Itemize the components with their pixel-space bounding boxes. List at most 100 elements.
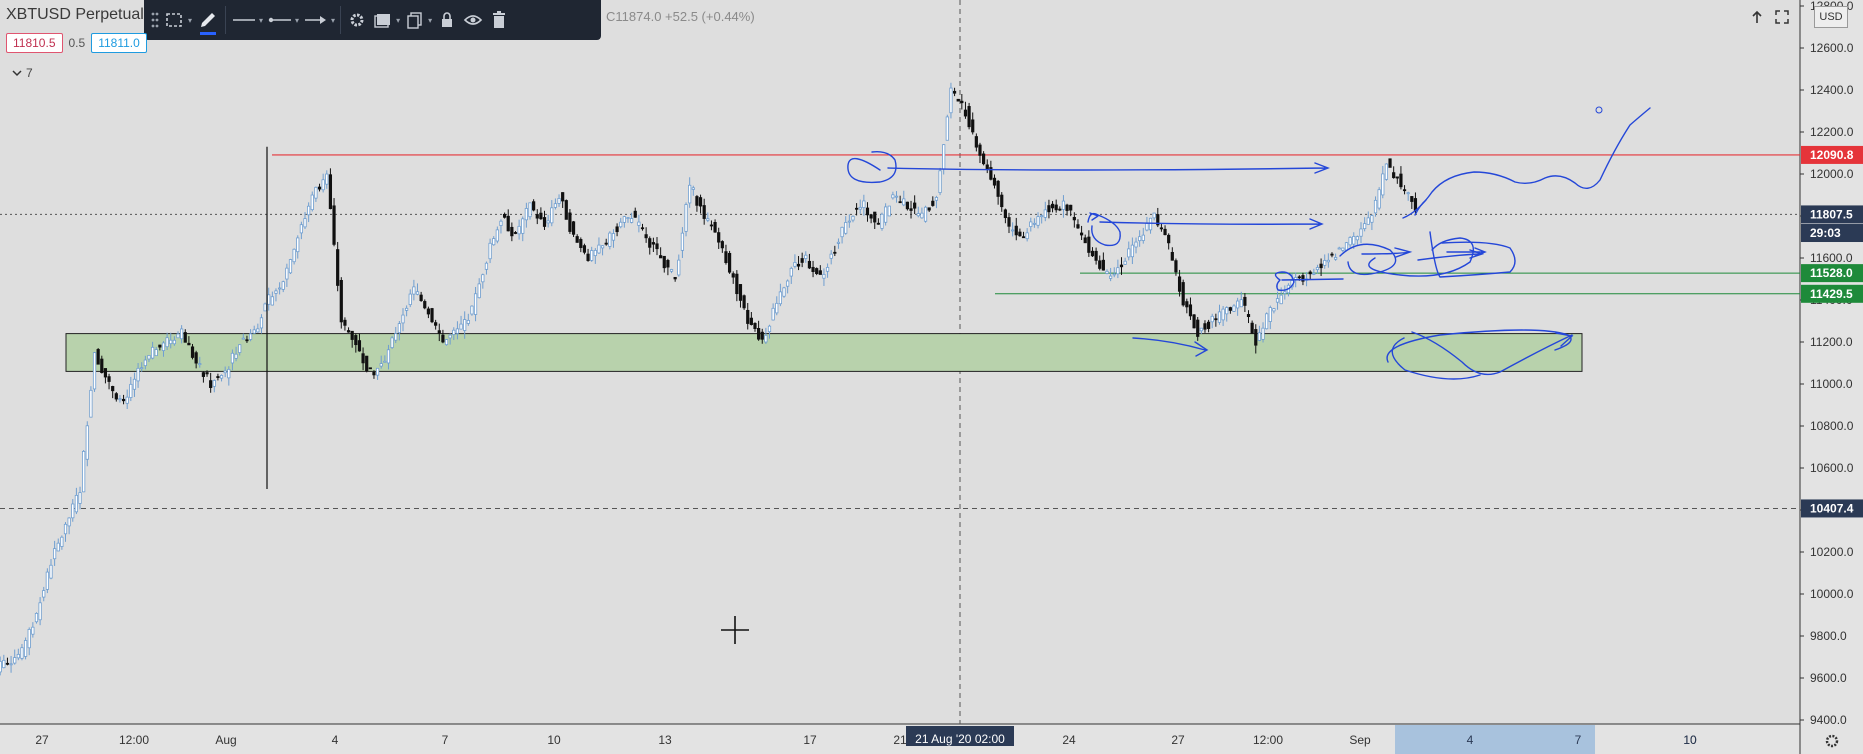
delete-button[interactable] (488, 3, 510, 37)
candle-body (553, 203, 558, 208)
candle-body (659, 255, 663, 259)
candle-body (1272, 308, 1276, 312)
candle-body (121, 398, 126, 402)
candle-body (9, 663, 13, 666)
candle-body (390, 337, 394, 348)
scroll-up-button[interactable] (1748, 8, 1766, 26)
price-tick-label: 10000.0 (1810, 587, 1854, 601)
buy-price-button[interactable]: 11811.0 (91, 33, 147, 53)
candle-body (1413, 198, 1418, 211)
candle-body (107, 376, 111, 382)
candle-body (1134, 241, 1138, 248)
candle-body (292, 248, 296, 263)
candle-body (651, 242, 655, 245)
clone-button[interactable]: ▾ (404, 3, 432, 37)
candle-body (212, 380, 216, 387)
pencil-button[interactable] (196, 3, 220, 37)
candle-body (444, 339, 449, 346)
candle-body (905, 201, 910, 210)
candle-body (1021, 236, 1026, 239)
candle-body (96, 349, 100, 365)
price-axis-background (1800, 0, 1863, 754)
annotation-endpoint (1595, 106, 1603, 114)
indicator-collapse-toggle[interactable]: 7 (12, 66, 33, 80)
candle-body (263, 303, 267, 312)
candle-body (967, 106, 971, 128)
visibility-button[interactable] (462, 3, 484, 37)
time-tick-label: 7 (1575, 733, 1582, 747)
annotation-drawing (1411, 331, 1574, 376)
lock-icon (442, 12, 453, 27)
candle-body (615, 226, 619, 233)
candle-body (285, 267, 289, 280)
settings-button[interactable] (346, 3, 368, 37)
candle-body (248, 333, 253, 340)
candle-body (666, 260, 670, 268)
candle-body (1000, 194, 1004, 208)
candle-body (419, 294, 423, 302)
quote-panel: 11810.5 0.5 11811.0 (6, 33, 147, 53)
candle-body (1014, 225, 1018, 236)
candle-body (361, 353, 365, 364)
candle-body (187, 342, 191, 346)
annotation-drawing (1087, 212, 1121, 247)
candle-body (325, 173, 329, 185)
candle-body (357, 340, 362, 352)
symbol-title[interactable]: XBTUSD Perpetual (6, 6, 144, 23)
candle-body (840, 226, 844, 238)
select-rect-button[interactable]: ▾ (164, 3, 192, 37)
candle-body (1232, 305, 1236, 312)
candle-body (891, 194, 895, 199)
candle-body (873, 211, 877, 223)
annotation-drawing (1099, 218, 1324, 230)
candle-body (1036, 216, 1040, 226)
candle-body (1029, 221, 1033, 227)
sell-price-button[interactable]: 11810.5 (6, 33, 63, 53)
line-style-button[interactable]: ▾ (231, 3, 263, 37)
fullscreen-icon (1775, 10, 1789, 24)
line-width-button[interactable]: ▾ (267, 3, 299, 37)
candle-body (1257, 332, 1262, 341)
candle-body (851, 215, 855, 221)
candle-body (1043, 209, 1047, 218)
lock-button[interactable] (436, 3, 458, 37)
drag-handle-icon[interactable] (150, 3, 160, 37)
arrow-style-button[interactable]: ▾ (303, 3, 335, 37)
candle-body (1261, 327, 1265, 340)
time-tick-label: 12:00 (119, 733, 149, 747)
candle-body (884, 206, 888, 223)
candle-body (880, 213, 884, 229)
candle-body (1330, 253, 1334, 256)
layers-button[interactable]: ▾ (372, 3, 400, 37)
candle-body (63, 523, 68, 535)
candle-body (89, 389, 93, 418)
candle-body (1388, 158, 1392, 168)
candle-body (836, 241, 841, 244)
candle-body (600, 245, 605, 249)
candle-body (521, 218, 525, 234)
candle-body (230, 352, 235, 364)
currency-label[interactable]: USD (1814, 6, 1848, 28)
candle-body (695, 196, 699, 206)
ohlc-close-label: C (606, 9, 616, 24)
candle-body (757, 328, 761, 340)
candle-body (321, 179, 325, 191)
candle-body (669, 269, 674, 272)
candle-body (484, 262, 489, 270)
candle-body (1359, 228, 1363, 237)
time-tick-label: 7 (442, 733, 449, 747)
price-label-box (1801, 284, 1863, 303)
price-label: 29:03 (1810, 226, 1841, 240)
candle-body (252, 329, 256, 334)
candle-body (1348, 237, 1352, 246)
candle-body (960, 100, 964, 104)
candle-body (339, 279, 343, 323)
axis-settings-button[interactable] (1825, 734, 1839, 748)
fullscreen-button[interactable] (1773, 8, 1791, 26)
candle-body (1079, 232, 1084, 236)
candle-body (561, 192, 565, 202)
candle-body (299, 224, 303, 234)
candle-body (332, 205, 336, 245)
